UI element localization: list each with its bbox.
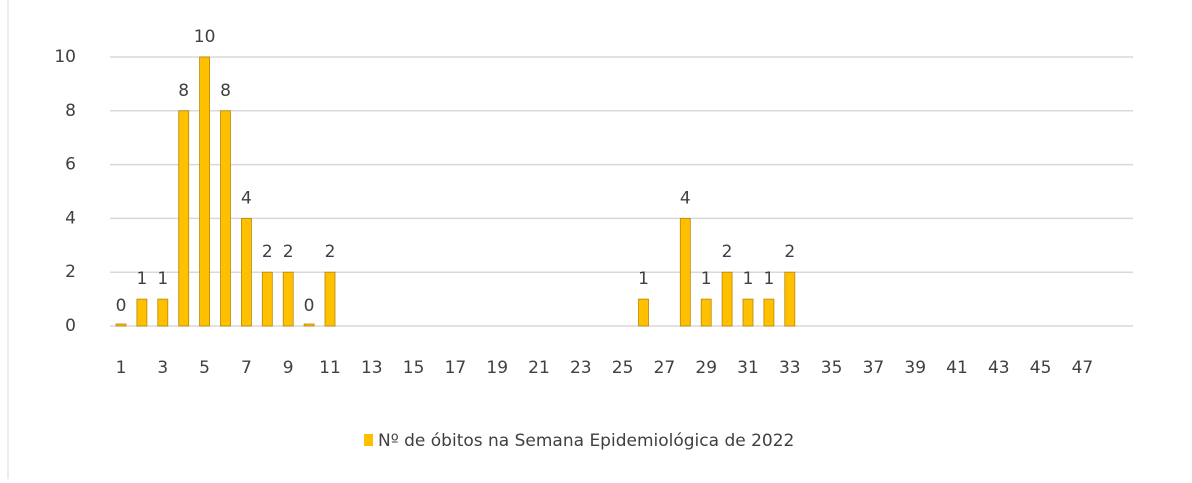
data-label: 2 — [262, 242, 273, 262]
x-tick-label: 25 — [612, 358, 634, 378]
x-tick-label: 39 — [904, 358, 926, 378]
x-tick-label: 3 — [157, 358, 168, 378]
data-label: 1 — [763, 269, 774, 289]
y-tick-label: 0 — [65, 316, 76, 336]
x-tick-label: 47 — [1072, 358, 1094, 378]
bar — [261, 271, 273, 327]
bar — [679, 217, 691, 327]
data-label: 1 — [136, 269, 147, 289]
y-tick-label: 2 — [65, 262, 76, 282]
data-label: 8 — [220, 81, 231, 101]
bar — [282, 271, 294, 327]
x-tick-label: 29 — [695, 358, 717, 378]
x-tick-label: 11 — [319, 358, 341, 378]
y-tick-label: 8 — [65, 101, 76, 121]
x-tick-label: 9 — [283, 358, 294, 378]
data-label: 10 — [194, 27, 216, 47]
data-label: 2 — [325, 242, 336, 262]
bar — [220, 110, 231, 327]
bar — [742, 298, 754, 327]
bar — [784, 271, 796, 327]
y-tick-label: 4 — [65, 208, 76, 228]
x-tick-label: 23 — [570, 358, 592, 378]
bar — [136, 298, 148, 327]
data-label: 4 — [241, 188, 252, 208]
bar — [240, 217, 252, 327]
bar — [115, 323, 127, 327]
data-label: 2 — [722, 242, 733, 262]
x-tick-label: 1 — [116, 358, 127, 378]
x-tick-label: 15 — [403, 358, 425, 378]
data-label: 2 — [784, 242, 795, 262]
legend-swatch — [364, 434, 373, 446]
x-tick-label: 35 — [821, 358, 843, 378]
bar — [700, 298, 712, 327]
x-tick-label: 43 — [988, 358, 1010, 378]
data-label: 1 — [701, 269, 712, 289]
bar — [178, 110, 190, 327]
bar — [638, 298, 649, 327]
bar — [199, 56, 211, 327]
x-tick-label: 37 — [863, 358, 885, 378]
legend-label: Nº de óbitos na Semana Epidemiológica de… — [378, 431, 794, 451]
data-label: 4 — [680, 188, 691, 208]
bar — [157, 298, 169, 327]
x-tick-label: 17 — [445, 358, 467, 378]
x-tick-label: 19 — [486, 358, 508, 378]
data-label: 0 — [304, 296, 315, 316]
bar — [721, 271, 733, 327]
data-label: 8 — [178, 81, 189, 101]
data-label: 1 — [157, 269, 168, 289]
data-label: 1 — [743, 269, 754, 289]
x-tick-label: 21 — [528, 358, 550, 378]
x-tick-label: 7 — [241, 358, 252, 378]
x-tick-label: 31 — [737, 358, 759, 378]
x-tick-label: 13 — [361, 358, 383, 378]
x-tick-label: 5 — [199, 358, 210, 378]
data-label: 1 — [638, 269, 649, 289]
bar — [324, 271, 336, 327]
y-tick-label: 6 — [65, 155, 76, 175]
x-tick-label: 27 — [654, 358, 676, 378]
x-tick-label: 45 — [1030, 358, 1052, 378]
data-label: 2 — [283, 242, 294, 262]
data-label: 0 — [116, 296, 127, 316]
y-tick-label: 10 — [54, 47, 76, 67]
bar — [763, 298, 775, 327]
x-tick-label: 33 — [779, 358, 801, 378]
x-tick-label: 41 — [946, 358, 968, 378]
bar — [303, 323, 315, 327]
